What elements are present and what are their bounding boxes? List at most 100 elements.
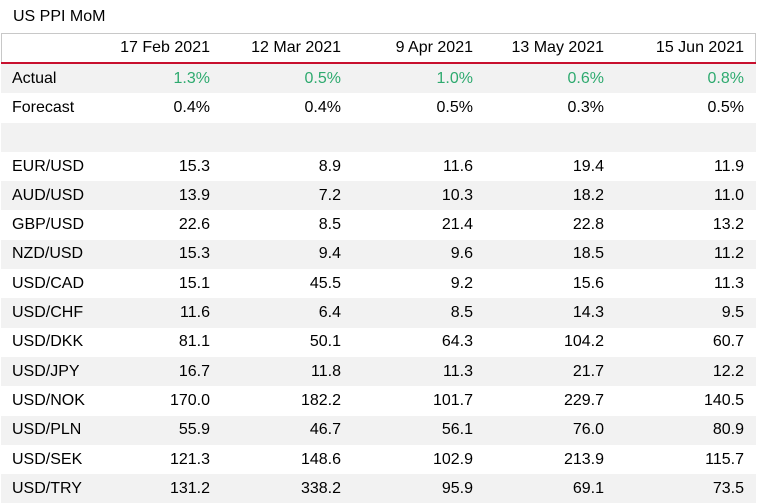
table-row: USD/TRY 131.2 338.2 95.9 69.1 73.5 (1, 474, 756, 503)
pair-value: 115.7 (616, 444, 756, 475)
pair-value: 121.3 (91, 444, 222, 475)
pair-value: 13.2 (616, 210, 756, 240)
pair-label: USD/SEK (1, 444, 91, 475)
table-row: AUD/USD 13.9 7.2 10.3 18.2 11.0 (1, 181, 756, 211)
pair-value: 12.2 (616, 356, 756, 387)
table-row: USD/PLN 55.9 46.7 56.1 76.0 80.9 (1, 415, 756, 445)
forecast-value: 0.5% (616, 93, 756, 123)
column-header: 13 May 2021 (511, 38, 604, 56)
pair-value: 56.1 (353, 415, 485, 445)
pair-value: 11.6 (353, 151, 485, 182)
pair-value: 140.5 (616, 386, 756, 416)
pair-value: 45.5 (222, 269, 353, 299)
column-header: 9 Apr 2021 (395, 38, 473, 56)
table-row: EUR/USD 15.3 8.9 11.6 19.4 11.9 (1, 151, 756, 182)
pair-value: 19.4 (485, 151, 616, 182)
table-row: USD/CAD 15.1 45.5 9.2 15.6 11.3 (1, 269, 756, 299)
pair-value: 8.9 (222, 151, 353, 182)
pair-label: NZD/USD (1, 239, 91, 270)
forecast-value: 0.3% (485, 93, 616, 123)
spacer-cell (1, 122, 756, 152)
table-row: USD/NOK 170.0 182.2 101.7 229.7 140.5 (1, 386, 756, 416)
pair-label: USD/JPY (1, 356, 91, 387)
pair-value: 76.0 (485, 415, 616, 445)
pair-label: EUR/USD (1, 151, 91, 182)
table-row: USD/JPY 16.7 11.8 11.3 21.7 12.2 (1, 356, 756, 387)
pair-value: 11.0 (616, 181, 756, 211)
row-label: Actual (1, 63, 91, 94)
pair-value: 6.4 (222, 298, 353, 328)
pair-label: AUD/USD (1, 181, 91, 211)
table-row: USD/SEK 121.3 148.6 102.9 213.9 115.7 (1, 444, 756, 475)
pair-value: 11.9 (616, 151, 756, 182)
pair-value: 15.6 (485, 269, 616, 299)
table-row: USD/CHF 11.6 6.4 8.5 14.3 9.5 (1, 298, 756, 328)
pair-value: 15.3 (91, 239, 222, 270)
pair-value: 182.2 (222, 386, 353, 416)
pair-value: 7.2 (222, 181, 353, 211)
pair-label: USD/NOK (1, 386, 91, 416)
pair-value: 9.2 (353, 269, 485, 299)
pair-value: 64.3 (353, 327, 485, 357)
pair-value: 21.4 (353, 210, 485, 240)
column-header (1, 33, 91, 63)
pair-value: 73.5 (616, 474, 756, 503)
spacer-row (1, 122, 756, 152)
pair-label: USD/DKK (1, 327, 91, 357)
forecast-row: Forecast 0.4% 0.4% 0.5% 0.3% 0.5% (1, 93, 756, 123)
pair-value: 22.8 (485, 210, 616, 240)
table-row: USD/DKK 81.1 50.1 64.3 104.2 60.7 (1, 327, 756, 357)
table-row: NZD/USD 15.3 9.4 9.6 18.5 11.2 (1, 239, 756, 270)
pair-value: 101.7 (353, 386, 485, 416)
pair-value: 95.9 (353, 474, 485, 503)
ppi-volatility-table: 17 Feb 2021 12 Mar 2021 9 Apr 2021 13 Ma… (1, 33, 756, 503)
pair-value: 338.2 (222, 474, 353, 503)
actual-value: 1.3% (91, 63, 222, 94)
pair-value: 131.2 (91, 474, 222, 503)
column-header: 17 Feb 2021 (120, 38, 210, 56)
actual-value: 0.5% (222, 63, 353, 94)
pair-value: 55.9 (91, 415, 222, 445)
pair-value: 80.9 (616, 415, 756, 445)
pair-value: 60.7 (616, 327, 756, 357)
pair-value: 229.7 (485, 386, 616, 416)
pair-value: 15.1 (91, 269, 222, 299)
pair-value: 14.3 (485, 298, 616, 328)
pair-value: 9.6 (353, 239, 485, 270)
pair-value: 170.0 (91, 386, 222, 416)
pair-value: 11.3 (616, 269, 756, 299)
forecast-value: 0.4% (91, 93, 222, 123)
header-row: 17 Feb 2021 12 Mar 2021 9 Apr 2021 13 Ma… (1, 33, 756, 63)
pair-label: GBP/USD (1, 210, 91, 240)
pair-value: 10.3 (353, 181, 485, 211)
pair-value: 18.5 (485, 239, 616, 270)
pair-label: USD/CAD (1, 269, 91, 299)
pair-value: 104.2 (485, 327, 616, 357)
pair-value: 21.7 (485, 356, 616, 387)
pair-value: 16.7 (91, 356, 222, 387)
pair-label: USD/CHF (1, 298, 91, 328)
forecast-value: 0.5% (353, 93, 485, 123)
pair-value: 22.6 (91, 210, 222, 240)
pair-value: 9.5 (616, 298, 756, 328)
pair-label: USD/PLN (1, 415, 91, 445)
pair-value: 8.5 (353, 298, 485, 328)
pair-value: 9.4 (222, 239, 353, 270)
pair-value: 15.3 (91, 151, 222, 182)
table-row: GBP/USD 22.6 8.5 21.4 22.8 13.2 (1, 210, 756, 240)
actual-value: 0.8% (616, 63, 756, 94)
pair-value: 46.7 (222, 415, 353, 445)
column-header: 12 Mar 2021 (251, 38, 341, 56)
row-label: Forecast (1, 93, 91, 123)
actual-row: Actual 1.3% 0.5% 1.0% 0.6% 0.8% (1, 63, 756, 94)
pair-value: 81.1 (91, 327, 222, 357)
pair-value: 102.9 (353, 444, 485, 475)
column-header: 15 Jun 2021 (655, 38, 744, 56)
pair-value: 148.6 (222, 444, 353, 475)
pair-value: 50.1 (222, 327, 353, 357)
pair-value: 8.5 (222, 210, 353, 240)
pair-label: USD/TRY (1, 474, 91, 503)
pair-value: 18.2 (485, 181, 616, 211)
pair-value: 11.6 (91, 298, 222, 328)
pair-rows: EUR/USD 15.3 8.9 11.6 19.4 11.9 AUD/USD 13.9 7.2… (1, 151, 756, 503)
